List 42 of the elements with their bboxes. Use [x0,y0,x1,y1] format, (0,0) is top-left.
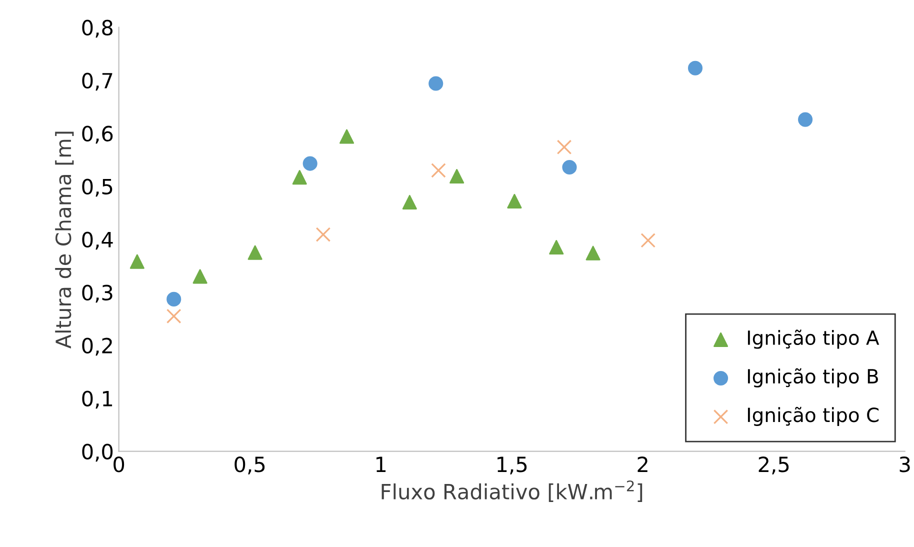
point [431,163,446,178]
point [450,168,464,184]
point [192,269,208,284]
y-tick-label: 0,8 [82,20,113,38]
legend-label: Ignição tipo B [748,368,878,388]
point [402,194,417,210]
y-tick-label: 0,1 [82,390,112,409]
y-tick-label: 0,3 [82,284,112,303]
point [292,170,307,185]
point [688,60,703,76]
y-tick-label: 0,4 [82,232,113,250]
point [316,227,331,242]
point [302,156,318,171]
point [130,254,144,269]
x-tick-label: 2,5 [758,456,789,474]
x-tick-label: 0,5 [234,456,265,474]
point [586,246,600,260]
x-tick-label: 0 [114,456,124,472]
x-tick-label: 1,5 [498,456,527,474]
y-tick-label: 0,5 [82,178,112,197]
y-tick-label: 0,2 [82,338,112,356]
x-axis-title: Fluxo Radiativo [kW.m$^{−2}$] [382,480,642,502]
point [166,308,182,324]
y-tick-label: 0,0 [82,444,113,462]
point [166,292,182,306]
point [428,76,444,91]
y-tick-label: 0,6 [82,126,113,144]
point [248,245,262,260]
legend-label: Ignição tipo A [748,330,880,349]
point [549,240,564,255]
point [507,194,522,208]
x-tick-label: 3 [900,456,910,472]
point [339,129,354,144]
point [562,160,577,175]
point [556,140,572,155]
legend-label: Ignição tipo C [748,406,879,426]
y-axis-title: Altura de Chama [m] [55,132,74,349]
point [798,112,813,127]
x-tick-label: 2 [638,456,648,472]
x-tick-label: 1 [376,456,386,472]
y-tick-label: 0,7 [82,72,112,91]
point [640,232,656,248]
